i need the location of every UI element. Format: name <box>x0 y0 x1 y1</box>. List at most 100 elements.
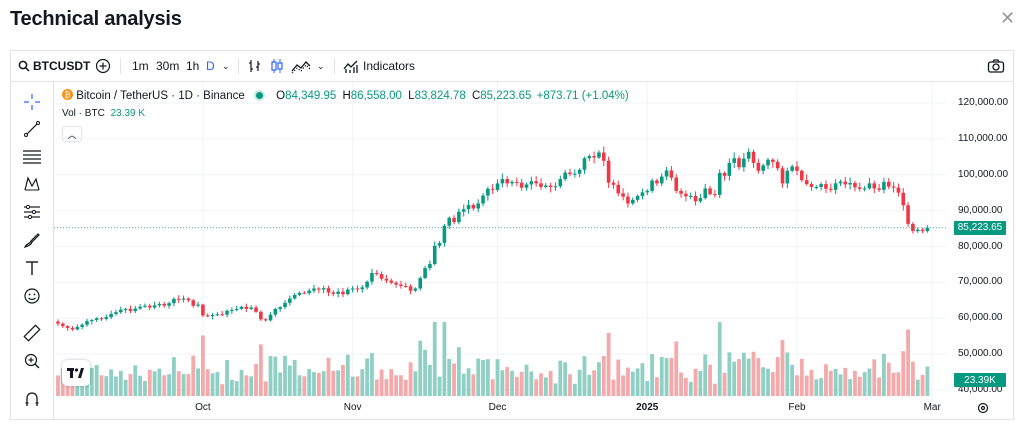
chart-widget <box>10 50 1014 420</box>
emoji-tool[interactable] <box>20 284 44 308</box>
price-chart[interactable] <box>54 82 946 402</box>
chevron-down-icon: ⌄ <box>222 60 230 71</box>
volume-bar <box>456 347 461 396</box>
volume-bar <box>360 369 365 396</box>
volume-bar <box>693 368 698 396</box>
fib-retracement-icon <box>23 150 41 164</box>
tradingview-logo[interactable] <box>62 360 90 386</box>
candle-body <box>99 318 104 320</box>
volume-bar <box>751 351 756 396</box>
volume-bar <box>428 364 432 396</box>
fib-tool[interactable] <box>20 145 44 169</box>
volume-bar <box>191 355 196 396</box>
crosshair-tool[interactable] <box>20 90 44 114</box>
candle-body <box>297 292 302 295</box>
snapshot-button[interactable] <box>987 51 1005 81</box>
candle-body <box>524 184 529 188</box>
zoom-in-tool[interactable] <box>20 349 44 373</box>
symbol-search-button[interactable]: BTCUSDT <box>18 51 90 81</box>
candle-body <box>481 195 485 204</box>
volume-bar <box>254 363 258 396</box>
candle-body <box>292 294 297 299</box>
candle-body <box>85 321 89 325</box>
volume-bar <box>626 367 630 396</box>
candle-body <box>872 183 877 189</box>
volume-bar <box>476 358 481 396</box>
time-tick-label: 2025 <box>636 402 659 413</box>
candle-body <box>833 183 838 190</box>
candle-body <box>220 314 225 316</box>
bar-chart-style-button[interactable] <box>247 51 263 81</box>
trend-line-tool[interactable] <box>20 117 44 141</box>
candle-body <box>133 308 138 312</box>
candle-body <box>461 209 466 212</box>
volume-bar <box>138 375 143 396</box>
collapse-legend-button[interactable]: ︿ <box>62 126 82 142</box>
measure-tool[interactable] <box>20 321 44 345</box>
search-icon <box>18 60 30 72</box>
volume-bar <box>210 373 215 396</box>
price-tick-label: 80,000.00 <box>958 240 1003 252</box>
volume-bar <box>669 357 674 396</box>
axis-settings-button[interactable] <box>977 401 989 419</box>
candle-body <box>244 306 249 309</box>
volume-bar <box>389 369 394 396</box>
candle-body <box>684 193 688 197</box>
compare-symbol-button[interactable] <box>95 51 111 81</box>
interval-label: 1m <box>132 59 149 73</box>
volume-bar <box>650 354 654 396</box>
area-chart-style-button[interactable] <box>291 51 311 81</box>
volume-bar <box>857 376 862 396</box>
candle-body <box>167 303 171 306</box>
candle-body <box>761 165 765 171</box>
interval-1m[interactable]: 1m <box>132 51 149 81</box>
candle-body <box>389 280 394 283</box>
candle-body <box>273 308 278 315</box>
volume-bar <box>345 354 350 396</box>
pattern-tool[interactable] <box>20 172 44 196</box>
close-icon[interactable]: ✕ <box>1000 8 1016 28</box>
drawing-toolbar <box>11 82 54 419</box>
interval-d[interactable]: D <box>206 51 215 81</box>
candle-body <box>771 159 775 162</box>
brush-tool[interactable] <box>20 228 44 252</box>
magnet-tool[interactable] <box>20 387 44 411</box>
candle-body <box>703 188 708 199</box>
indicators-button[interactable]: Indicators <box>343 51 415 81</box>
volume-bar <box>215 371 220 396</box>
volume-bar <box>597 362 601 396</box>
candle-body <box>717 172 722 195</box>
interval-dropdown[interactable]: ⌄ <box>222 51 230 81</box>
volume-bar <box>911 361 915 396</box>
volume-bar <box>896 372 901 396</box>
prediction-tool[interactable] <box>20 200 44 224</box>
candle-chart-style-button[interactable] <box>269 51 285 81</box>
volume-bar <box>384 379 389 396</box>
candle-body <box>65 326 70 328</box>
high-value: 86,558.00 <box>350 90 402 102</box>
candle-body <box>814 186 819 188</box>
candle-body <box>312 288 316 291</box>
candle-body <box>263 319 268 321</box>
volume-bar <box>225 360 229 396</box>
interval-1h[interactable]: 1h <box>186 51 199 81</box>
candle-body <box>288 298 292 303</box>
volume-bar <box>746 358 751 396</box>
candle-body <box>616 184 621 194</box>
volume-bar <box>94 365 99 396</box>
candle-body <box>553 186 558 188</box>
interval-30m[interactable]: 30m <box>156 51 179 81</box>
candle-body <box>853 183 857 188</box>
crosshair-icon <box>24 94 40 110</box>
volume-bar <box>239 369 244 396</box>
candle-body <box>800 170 804 181</box>
chart-legend: ₿ Bitcoin / TetherUS · 1D · Binance O84,… <box>62 89 629 102</box>
candle-body <box>655 180 659 184</box>
chart-style-dropdown[interactable]: ⌄ <box>317 51 325 81</box>
volume-bar <box>775 357 780 396</box>
candle-body <box>742 158 746 168</box>
price-tick-label: 110,000.00 <box>958 132 1008 144</box>
volume-bar <box>186 374 191 396</box>
candle-body <box>80 324 84 327</box>
text-tool[interactable] <box>20 256 44 280</box>
